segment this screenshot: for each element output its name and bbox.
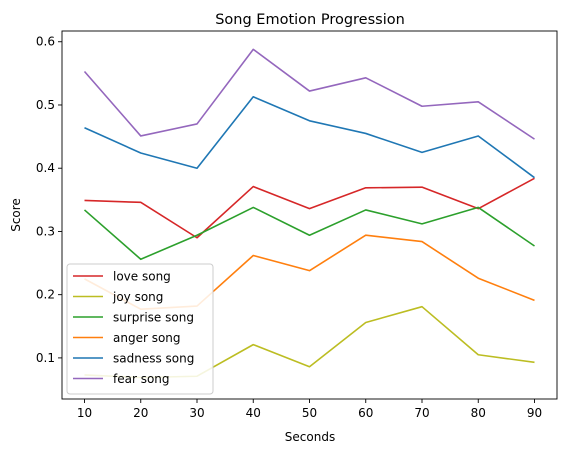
x-tick-label: 60 — [358, 406, 373, 420]
series-line-love-song — [84, 177, 535, 239]
x-tick-label: 90 — [527, 406, 542, 420]
legend-label-anger-song: anger song — [113, 331, 181, 345]
x-tick-label: 80 — [471, 406, 486, 420]
y-axis: 0.1 0.2 0.3 0.4 0.5 0.6 — [36, 35, 62, 365]
x-tick-label: 50 — [302, 406, 317, 420]
y-axis-label: Score — [9, 198, 23, 232]
y-tick-label: 0.5 — [36, 98, 55, 112]
x-tick-label: 10 — [77, 406, 92, 420]
y-tick-label: 0.4 — [36, 161, 55, 175]
x-tick-label: 40 — [246, 406, 261, 420]
y-tick-label: 0.1 — [36, 351, 55, 365]
legend-label-joy-song: joy song — [112, 290, 163, 304]
legend-label-love-song: love song — [113, 270, 171, 284]
x-tick-label: 30 — [189, 406, 204, 420]
legend-label-fear-song: fear song — [113, 372, 170, 386]
x-tick-label: 70 — [414, 406, 429, 420]
series-line-sadness-song — [84, 95, 535, 179]
legend: love song joy song surprise song anger song… — [66, 263, 214, 395]
x-axis: 10 20 30 40 50 60 70 80 90 — [77, 399, 542, 420]
x-tick-label: 20 — [133, 406, 148, 420]
series-line-fear-song — [83, 48, 535, 140]
chart-title: Song Emotion Progression — [215, 12, 405, 28]
y-tick-label: 0.6 — [36, 35, 55, 49]
legend-label-sadness-song: sadness song — [113, 352, 194, 366]
y-tick-label: 0.3 — [36, 224, 55, 238]
series-line-surprise-song — [83, 206, 535, 261]
x-axis-label: Seconds — [285, 430, 335, 444]
legend-box — [66, 263, 214, 395]
y-tick-label: 0.2 — [36, 288, 55, 302]
legend-label-surprise-song: surprise song — [113, 311, 194, 325]
